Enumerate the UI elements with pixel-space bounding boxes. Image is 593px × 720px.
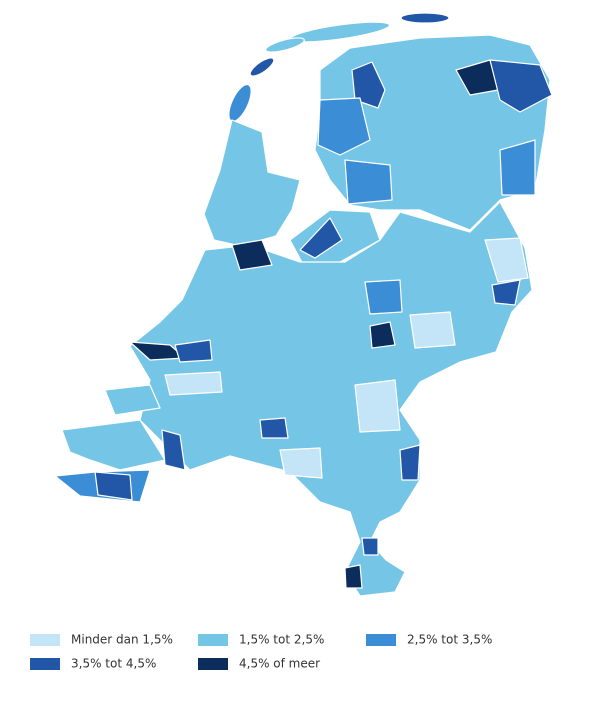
legend-swatch (198, 658, 228, 670)
region (94, 471, 133, 501)
region (231, 239, 273, 271)
region (299, 217, 343, 259)
region (344, 159, 393, 205)
island (289, 21, 391, 43)
region (259, 417, 289, 439)
legend: Minder dan 1,5% 1,5% tot 2,5% 2,5% tot 3,5… (30, 633, 492, 671)
region (491, 279, 521, 306)
region (409, 311, 456, 349)
region (499, 139, 536, 196)
region (161, 429, 186, 471)
legend-label: 1,5% tot 2,5% (239, 633, 324, 647)
region (61, 419, 166, 471)
island (249, 57, 275, 77)
region (351, 61, 386, 109)
legend-swatch (366, 634, 396, 646)
legend-label: 4,5% of meer (239, 657, 320, 671)
legend-swatch (30, 634, 60, 646)
region (354, 379, 401, 433)
region (361, 537, 379, 556)
region (317, 97, 371, 156)
region (369, 321, 396, 349)
region (489, 59, 553, 113)
region (279, 447, 323, 479)
region (174, 339, 213, 363)
region (104, 384, 161, 416)
legend-label: Minder dan 1,5% (71, 633, 173, 647)
region (203, 119, 301, 247)
island (265, 37, 305, 53)
island (400, 12, 450, 24)
region (399, 444, 421, 481)
legend-swatch (30, 658, 60, 670)
region (364, 279, 403, 315)
legend-label: 3,5% tot 4,5% (71, 657, 156, 671)
island (228, 83, 252, 123)
region (344, 564, 363, 589)
region (164, 371, 223, 396)
legend-swatch (198, 634, 228, 646)
netherlands-map (54, 12, 553, 597)
region (484, 237, 529, 283)
legend-label: 2,5% tot 3,5% (407, 633, 492, 647)
